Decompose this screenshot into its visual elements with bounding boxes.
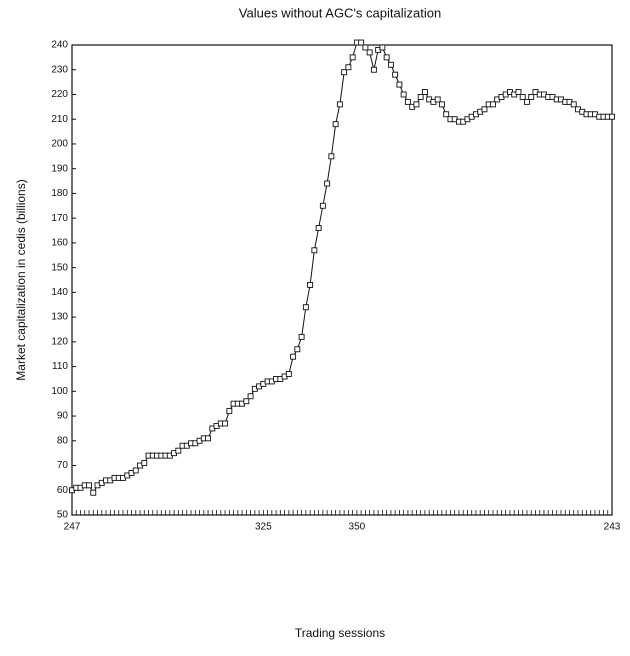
data-point — [226, 408, 233, 415]
data-point — [404, 98, 411, 105]
data-point — [175, 447, 182, 454]
data-point — [315, 225, 322, 232]
data-point — [319, 202, 326, 209]
y-tick-label: 140 — [51, 287, 68, 298]
y-tick-label: 120 — [51, 336, 68, 347]
data-point — [302, 304, 309, 311]
x-axis-label: Trading sessions — [295, 626, 385, 640]
data-point — [349, 54, 356, 61]
x-tick-label: 243 — [604, 522, 621, 533]
y-tick-label: 220 — [51, 89, 68, 100]
data-point — [392, 71, 399, 78]
plot-frame — [71, 44, 613, 516]
data-point — [345, 64, 352, 71]
data-point — [328, 153, 335, 160]
data-point — [489, 101, 496, 108]
data-point — [285, 371, 292, 377]
data-point — [247, 393, 254, 400]
data-point — [443, 111, 450, 118]
chart-title: Values without AGC's capitalization — [239, 5, 441, 20]
data-line — [71, 42, 612, 494]
y-tick-label: 100 — [51, 386, 68, 397]
data-point — [90, 489, 97, 496]
data-point — [336, 101, 343, 108]
data-point — [609, 113, 615, 120]
data-point — [434, 96, 441, 103]
data-point — [332, 121, 339, 128]
data-point — [421, 89, 428, 95]
data-point — [524, 98, 530, 105]
y-tick-label: 240 — [51, 40, 68, 51]
data-point — [362, 44, 369, 51]
data-point — [222, 420, 229, 427]
data-point — [205, 435, 212, 442]
y-tick-label: 200 — [51, 139, 68, 150]
y-tick-label: 80 — [57, 435, 69, 446]
y-tick-label: 70 — [57, 460, 69, 471]
data-point — [311, 247, 318, 254]
data-point — [86, 482, 92, 489]
data-point — [481, 106, 488, 113]
y-tick-label: 170 — [51, 213, 68, 224]
data-point — [370, 66, 377, 73]
y-tick-label: 230 — [51, 64, 68, 75]
x-tick-label: 350 — [349, 522, 366, 533]
y-tick-label: 210 — [51, 114, 68, 125]
data-point — [358, 39, 365, 46]
y-tick-label: 130 — [51, 312, 68, 323]
data-point — [290, 353, 297, 360]
data-point — [298, 333, 305, 340]
y-tick-label: 110 — [52, 361, 68, 372]
data-point — [383, 54, 390, 61]
data-point — [387, 61, 394, 68]
data-point — [515, 89, 522, 95]
data-point — [141, 460, 148, 467]
y-axis-label: Market capitalization in cedis (billions… — [14, 179, 28, 380]
data-point — [519, 93, 526, 100]
data-point — [341, 69, 348, 76]
y-tick-label: 90 — [57, 411, 69, 422]
data-point — [366, 49, 373, 56]
data-point — [400, 91, 407, 98]
data-point — [396, 81, 403, 88]
y-tick-label: 190 — [51, 163, 68, 174]
data-point — [294, 346, 301, 353]
data-point — [413, 101, 420, 108]
data-point — [307, 281, 314, 288]
data-point — [243, 398, 250, 405]
y-tick-label: 150 — [51, 262, 68, 273]
data-point — [570, 101, 577, 108]
y-tick-label: 160 — [51, 238, 68, 249]
data-point — [379, 44, 386, 51]
data-point — [132, 467, 139, 474]
data-point — [417, 93, 424, 100]
x-tick-label: 247 — [64, 522, 81, 533]
y-tick-label: 50 — [57, 510, 69, 521]
y-tick-label: 180 — [51, 188, 68, 199]
y-tick-label: 60 — [57, 485, 69, 496]
data-point — [438, 101, 445, 108]
data-point — [324, 180, 331, 187]
x-tick-label: 325 — [255, 522, 272, 533]
data-point — [528, 93, 535, 100]
